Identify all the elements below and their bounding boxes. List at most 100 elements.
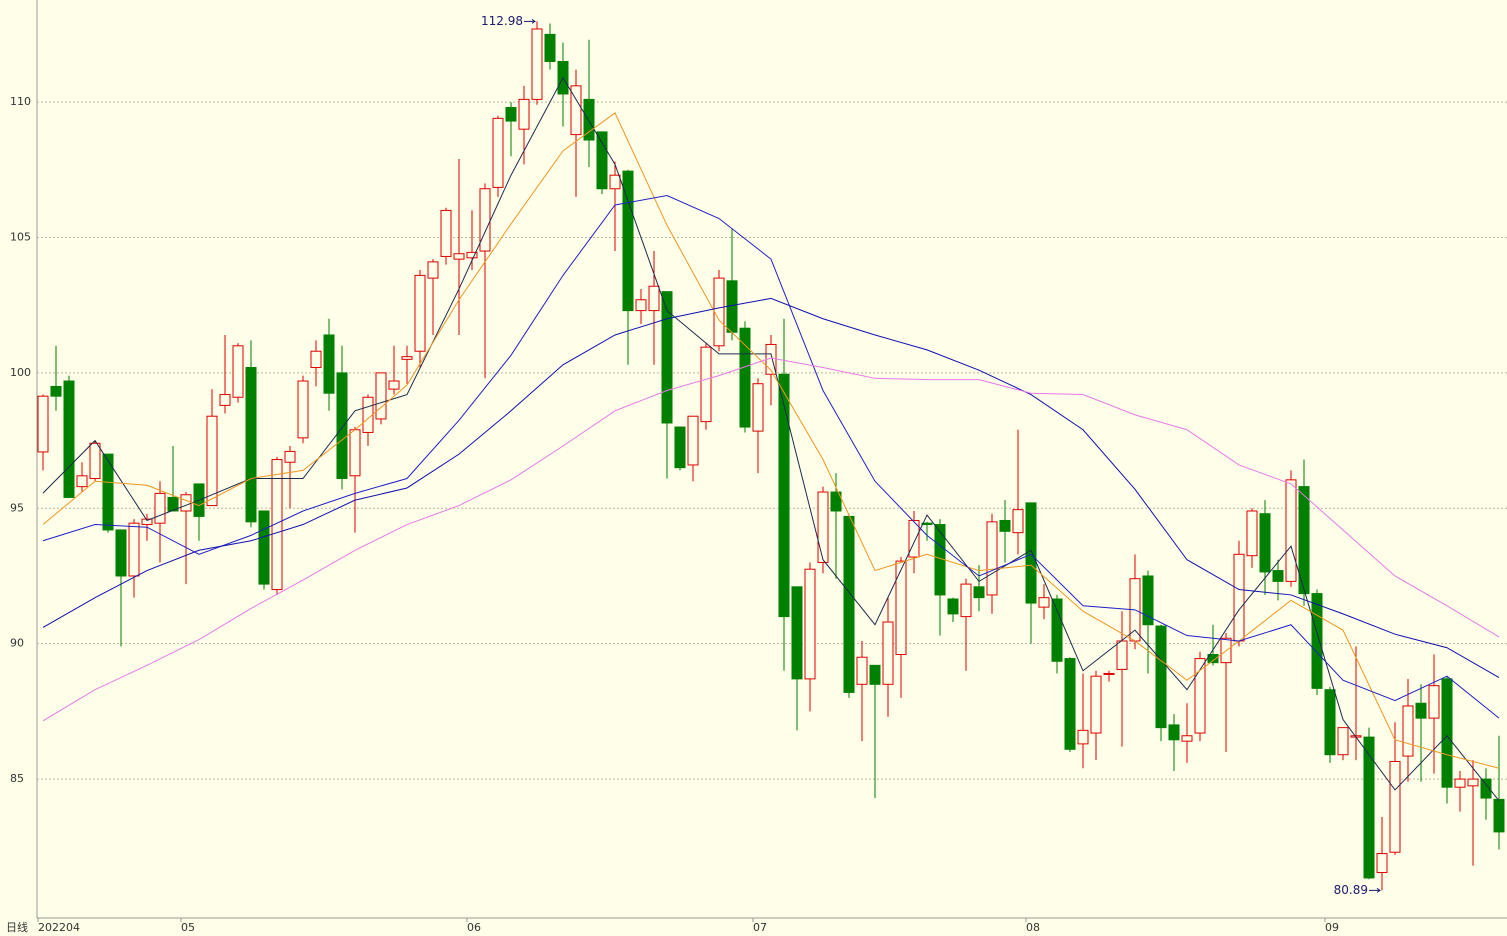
- candle-up: [414, 274, 426, 352]
- candle-down: [115, 529, 127, 577]
- extreme-label: 80.89: [1334, 883, 1368, 897]
- candle-up: [1454, 778, 1466, 788]
- candle-down: [102, 453, 114, 531]
- candle-up: [700, 346, 712, 423]
- candle-down: [167, 496, 179, 512]
- candle-up: [154, 492, 166, 524]
- candle-down: [1142, 575, 1154, 626]
- candle-up: [37, 395, 49, 453]
- candle-up: [635, 299, 647, 312]
- candle-down: [1324, 689, 1336, 756]
- candle-up: [570, 85, 582, 136]
- candle-down: [1168, 724, 1180, 741]
- candle-up: [1012, 509, 1024, 534]
- candle-up: [128, 522, 140, 577]
- candle-up: [908, 519, 920, 558]
- candle-down: [791, 586, 803, 680]
- candle-down: [1493, 798, 1505, 833]
- y-tick-label: 95: [10, 501, 24, 514]
- candle-up: [817, 491, 829, 563]
- candle-down: [999, 519, 1011, 532]
- candle-down: [1480, 778, 1492, 799]
- y-tick-label: 90: [10, 637, 24, 650]
- candle-up: [141, 518, 153, 526]
- candle-up: [219, 394, 231, 406]
- candle-up: [1116, 640, 1128, 670]
- candle-up: [466, 251, 478, 259]
- x-tick-label: 06: [467, 921, 481, 934]
- candle-up: [1376, 853, 1388, 874]
- period-label: 日线: [6, 920, 28, 934]
- candle-up: [284, 450, 296, 463]
- candle-down: [921, 522, 933, 526]
- candle-down: [1025, 502, 1037, 604]
- candle-up: [492, 117, 504, 188]
- x-tick-label: 05: [181, 921, 195, 934]
- moving-average-line: [42, 297, 1500, 678]
- candle-up: [687, 415, 699, 466]
- candle-up: [479, 188, 491, 252]
- candle-down: [1064, 658, 1076, 750]
- candle-up: [1233, 553, 1245, 642]
- candle-down: [596, 131, 608, 190]
- candle-up: [180, 494, 192, 512]
- extreme-arrowhead: [531, 18, 536, 24]
- candle-up: [375, 372, 387, 420]
- candle-up: [453, 253, 465, 260]
- candle-up: [1103, 672, 1115, 675]
- candle-down: [830, 491, 842, 512]
- candle-down: [50, 385, 62, 397]
- candle-up: [310, 350, 322, 368]
- candle-down: [739, 327, 751, 428]
- candle-up: [427, 261, 439, 279]
- candle-down: [1415, 702, 1427, 719]
- candle-down: [323, 334, 335, 394]
- candle-down: [1207, 654, 1219, 664]
- candle-down: [778, 373, 790, 618]
- candle-up: [960, 583, 972, 618]
- candle-up: [388, 380, 400, 390]
- candle-up: [271, 459, 283, 591]
- candle-up: [1181, 735, 1193, 742]
- candle-down: [245, 366, 257, 523]
- candle-up: [1467, 778, 1479, 787]
- candle-up: [713, 277, 725, 347]
- candle-down: [1441, 678, 1453, 788]
- candle-down: [973, 586, 985, 599]
- candle-down: [258, 510, 270, 585]
- candle-down: [505, 107, 517, 122]
- candle-down: [1155, 625, 1167, 729]
- candle-down: [674, 426, 686, 469]
- candle-down: [583, 98, 595, 141]
- candle-up: [362, 396, 374, 433]
- moving-average-line: [42, 357, 1500, 722]
- candle-up: [1428, 685, 1440, 719]
- x-tick-label: 07: [753, 921, 767, 934]
- candle-down: [1051, 598, 1063, 662]
- candle-down: [869, 664, 881, 685]
- candle-up: [349, 429, 361, 477]
- x-tick-label: 202204: [38, 921, 80, 934]
- candle-up: [1038, 597, 1050, 608]
- candle-up: [986, 521, 998, 596]
- candle-down: [1259, 513, 1271, 573]
- moving-average-line: [42, 194, 1500, 719]
- candle-up: [1194, 658, 1206, 734]
- candle-up: [1402, 705, 1414, 757]
- candle-down: [661, 291, 673, 424]
- candle-down: [843, 515, 855, 693]
- candle-up: [401, 356, 413, 360]
- candle-up: [76, 475, 88, 488]
- candle-down: [1363, 736, 1375, 879]
- extreme-arrowhead: [1376, 887, 1381, 893]
- candle-up: [804, 568, 816, 680]
- moving-average-line: [42, 76, 1500, 802]
- x-tick-label: 09: [1325, 921, 1339, 934]
- candle-up: [1077, 729, 1089, 745]
- candle-down: [1272, 570, 1284, 582]
- candle-up: [232, 345, 244, 398]
- candle-up: [895, 560, 907, 656]
- candle-up: [531, 28, 543, 100]
